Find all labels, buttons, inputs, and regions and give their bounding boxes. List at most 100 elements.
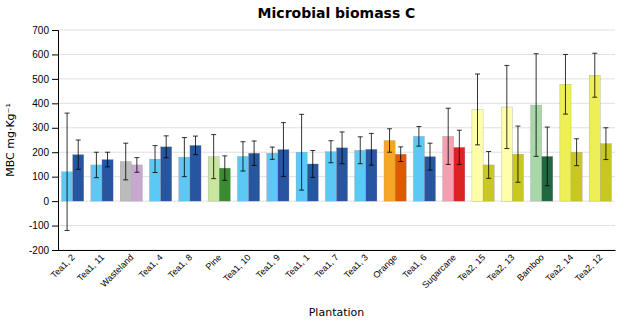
x-axis-title: Plantation <box>309 306 365 319</box>
error-bar-cap <box>592 97 597 98</box>
grid <box>58 30 615 250</box>
y-tick: -100 <box>29 220 58 231</box>
error-bar <box>574 139 579 166</box>
error-bar-stem <box>67 113 68 230</box>
y-tick-mark <box>52 226 58 227</box>
error-bar-cap <box>252 140 257 141</box>
error-bar-cap <box>299 114 304 115</box>
error-bar-cap <box>281 122 286 123</box>
plot-area: -200-1000100200300400500600700Tea1, 2Tea… <box>29 25 616 290</box>
error-bar <box>310 151 315 178</box>
error-bar-cap <box>592 53 597 54</box>
error-bar-cap <box>545 127 550 128</box>
error-bar-cap <box>94 152 99 153</box>
error-bar-cap <box>603 127 608 128</box>
error-bar-cap <box>428 143 433 144</box>
error-bar-cap <box>515 126 520 127</box>
error-bar-cap <box>504 65 509 66</box>
error-bar-cap <box>563 114 568 115</box>
error-bar <box>428 143 433 170</box>
y-tick-label: -100 <box>29 220 49 231</box>
x-tick-label: Bamboo <box>515 252 546 283</box>
error-bar-cap <box>211 134 216 135</box>
error-bar-cap <box>94 177 99 178</box>
x-tick: Sugarcane <box>420 250 458 290</box>
y-tick-mark <box>52 30 58 31</box>
y-tick-label: 100 <box>32 171 49 182</box>
error-bar-cap <box>446 164 451 165</box>
error-bar-cap <box>475 74 480 75</box>
error-bar <box>281 123 286 177</box>
error-bar-stem <box>342 132 343 164</box>
error-bar-cap <box>164 135 169 136</box>
error-bar <box>134 158 139 173</box>
error-bar-stem <box>96 152 97 177</box>
error-bar-stem <box>213 135 214 179</box>
y-tick: 700 <box>32 25 58 36</box>
x-tick-label: Tea1, 1 <box>283 252 311 280</box>
error-bar <box>358 137 363 164</box>
error-bar-cap <box>574 138 579 139</box>
y-tick-label: 0 <box>43 196 49 207</box>
y-tick: 500 <box>32 74 58 85</box>
y-tick-mark <box>52 250 58 251</box>
x-tick: Tea1, 3 <box>342 250 370 280</box>
error-bar-stem <box>78 140 79 169</box>
error-bar-cap <box>369 133 374 134</box>
bar <box>267 153 278 201</box>
x-tick-label: Tea1, 8 <box>166 252 194 280</box>
error-bar-cap <box>603 159 608 160</box>
error-bar-cap <box>123 143 128 144</box>
x-tick-label: Tea1, 4 <box>137 252 165 280</box>
x-tick: Tea2, 15 <box>456 250 487 284</box>
error-bar <box>222 156 227 180</box>
grid-line <box>58 78 615 79</box>
error-bar-cap <box>387 152 392 153</box>
error-bar-stem <box>330 141 331 163</box>
x-axis: Tea1, 2Tea1, 11WastelandTea1, 4Tea1, 8Pi… <box>49 250 616 290</box>
error-bar <box>446 108 451 164</box>
error-bar <box>153 146 158 173</box>
error-bar <box>369 133 374 165</box>
bar <box>413 136 424 201</box>
error-bar-stem <box>166 136 167 158</box>
error-bar-cap <box>475 144 480 145</box>
error-bar <box>94 152 99 177</box>
x-tick-label: Tea1, 7 <box>313 252 341 280</box>
error-bar-cap <box>153 145 158 146</box>
error-bar-stem <box>254 141 255 165</box>
error-bar <box>563 54 568 114</box>
error-bar-cap <box>76 140 81 141</box>
error-bar-cap <box>182 176 187 177</box>
error-bar-cap <box>340 131 345 132</box>
x-tick: Tea1, 9 <box>254 250 282 280</box>
error-bar-cap <box>457 130 462 131</box>
grid-line <box>58 54 615 55</box>
x-tick-label: Tea2, 13 <box>485 252 516 283</box>
error-bar-cap <box>534 53 539 54</box>
y-tick: 100 <box>32 171 58 182</box>
x-tick-label: Wasteland <box>99 252 136 289</box>
x-tick: Tea1, 1 <box>283 250 311 280</box>
error-bar <box>515 126 520 182</box>
x-tick: Tea1, 4 <box>137 250 165 280</box>
error-bar-cap <box>310 150 315 151</box>
error-bar <box>211 135 216 179</box>
error-bar <box>398 147 403 162</box>
y-tick-mark <box>52 79 58 80</box>
y-axis-line <box>52 31 59 251</box>
error-bar-cap <box>446 108 451 109</box>
grid-line <box>58 250 615 251</box>
error-bar-stem <box>594 53 595 97</box>
error-bar-stem <box>517 126 518 182</box>
error-bar <box>240 142 245 171</box>
x-tick-label: Tea1, 6 <box>401 252 429 280</box>
error-bar-cap <box>486 151 491 152</box>
error-bar-cap <box>270 159 275 160</box>
error-bar-stem <box>184 138 185 177</box>
y-tick-mark <box>52 103 58 104</box>
error-bar <box>592 53 597 97</box>
y-axis-title: MBC mg·Kg⁻¹ <box>4 103 17 177</box>
error-bar-stem <box>506 65 507 148</box>
x-tick: Tea1, 10 <box>221 250 252 284</box>
